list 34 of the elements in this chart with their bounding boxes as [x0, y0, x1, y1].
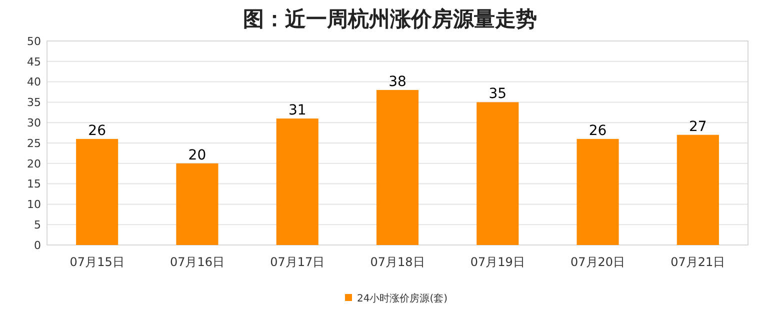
x-tick-label: 07月18日: [370, 255, 425, 269]
legend-label: 24小时涨价房源(套): [357, 292, 448, 304]
y-tick-label: 15: [27, 178, 41, 191]
bar: [676, 134, 719, 245]
y-tick-label: 20: [27, 157, 41, 170]
y-tick-label: 5: [34, 218, 41, 232]
x-tick-label: 07月16日: [170, 255, 224, 269]
data-label: 20: [188, 147, 206, 164]
y-tick-label: 0: [34, 238, 41, 252]
x-tick-label: 07月15日: [70, 255, 124, 269]
data-label: 35: [488, 86, 507, 102]
y-tick-label: 25: [27, 136, 41, 150]
chart-title: 图：近一周杭州涨价房源量走势: [243, 7, 537, 31]
y-tick-label: 30: [27, 116, 41, 130]
bar: [576, 138, 619, 245]
data-label: 26: [88, 122, 106, 139]
x-tick-label: 07月20日: [570, 255, 626, 269]
x-tick-label: 07月17日: [270, 255, 325, 269]
y-tick-label: 40: [27, 76, 41, 89]
bar: [76, 138, 118, 245]
x-tick-label: 07月21日: [670, 255, 726, 269]
data-label: 38: [388, 74, 406, 90]
y-tick-label: 50: [27, 34, 41, 48]
y-tick-label: 35: [27, 96, 41, 110]
bar: [376, 90, 419, 245]
y-tick-label: 45: [27, 55, 41, 68]
bar: [176, 163, 218, 245]
y-tick-label: 10: [27, 198, 41, 212]
data-label: 31: [288, 102, 306, 119]
bar: [476, 102, 519, 245]
x-tick-label: 07月19日: [470, 255, 525, 269]
data-label: 27: [689, 118, 707, 135]
bar: [276, 118, 318, 245]
data-label: 26: [588, 122, 607, 139]
